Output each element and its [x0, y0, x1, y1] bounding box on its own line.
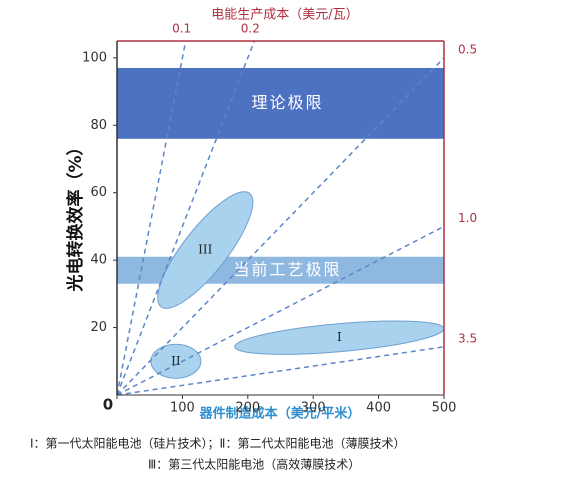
cost-label: 1.0	[458, 211, 477, 225]
band	[117, 67, 444, 139]
cost-label: 0.1	[172, 22, 191, 36]
x-tick-label: 0	[103, 396, 113, 414]
band-label: 理论极限	[251, 93, 323, 112]
y-tick-label: 20	[90, 320, 107, 335]
cost-line	[116, 57, 445, 396]
x-tick-label: 200	[235, 401, 260, 416]
y-tick-label: 80	[90, 118, 107, 133]
x-tick-label: 400	[366, 401, 391, 416]
x-tick-label: 300	[301, 401, 326, 416]
x-tick-label: 500	[432, 401, 457, 416]
cost-label: 0.2	[241, 22, 260, 36]
region	[157, 191, 254, 309]
x-axis-title: 器件制造成本（美元/平米）	[199, 406, 361, 422]
y-tick-label: 60	[90, 185, 107, 200]
region-label: II	[171, 354, 181, 368]
cost-label: 0.5	[458, 42, 477, 56]
top-axis-title: 电能生产成本（美元/瓦）	[211, 8, 358, 23]
region-label: I	[337, 330, 342, 344]
cost-line	[116, 346, 445, 396]
cost-line	[116, 40, 256, 396]
y-tick-label: 40	[90, 253, 107, 268]
x-tick-label: 100	[170, 401, 195, 416]
y-tick-label: 100	[82, 50, 107, 65]
y-axis-title: 光电转换效率（%）	[65, 138, 86, 292]
cost-line	[116, 40, 187, 396]
region	[150, 343, 202, 379]
caption: Ⅰ：第一代太阳能电池（硅片技术）；Ⅱ：第二代太阳能电池（薄膜技术）	[30, 436, 405, 451]
band-label: 当前工艺极限	[233, 260, 341, 279]
cost-line	[116, 225, 445, 396]
caption: Ⅲ：第三代太阳能电池（高效薄膜技术）	[148, 457, 360, 472]
cost-label: 3.5	[458, 331, 477, 345]
region-label: III	[198, 243, 212, 257]
